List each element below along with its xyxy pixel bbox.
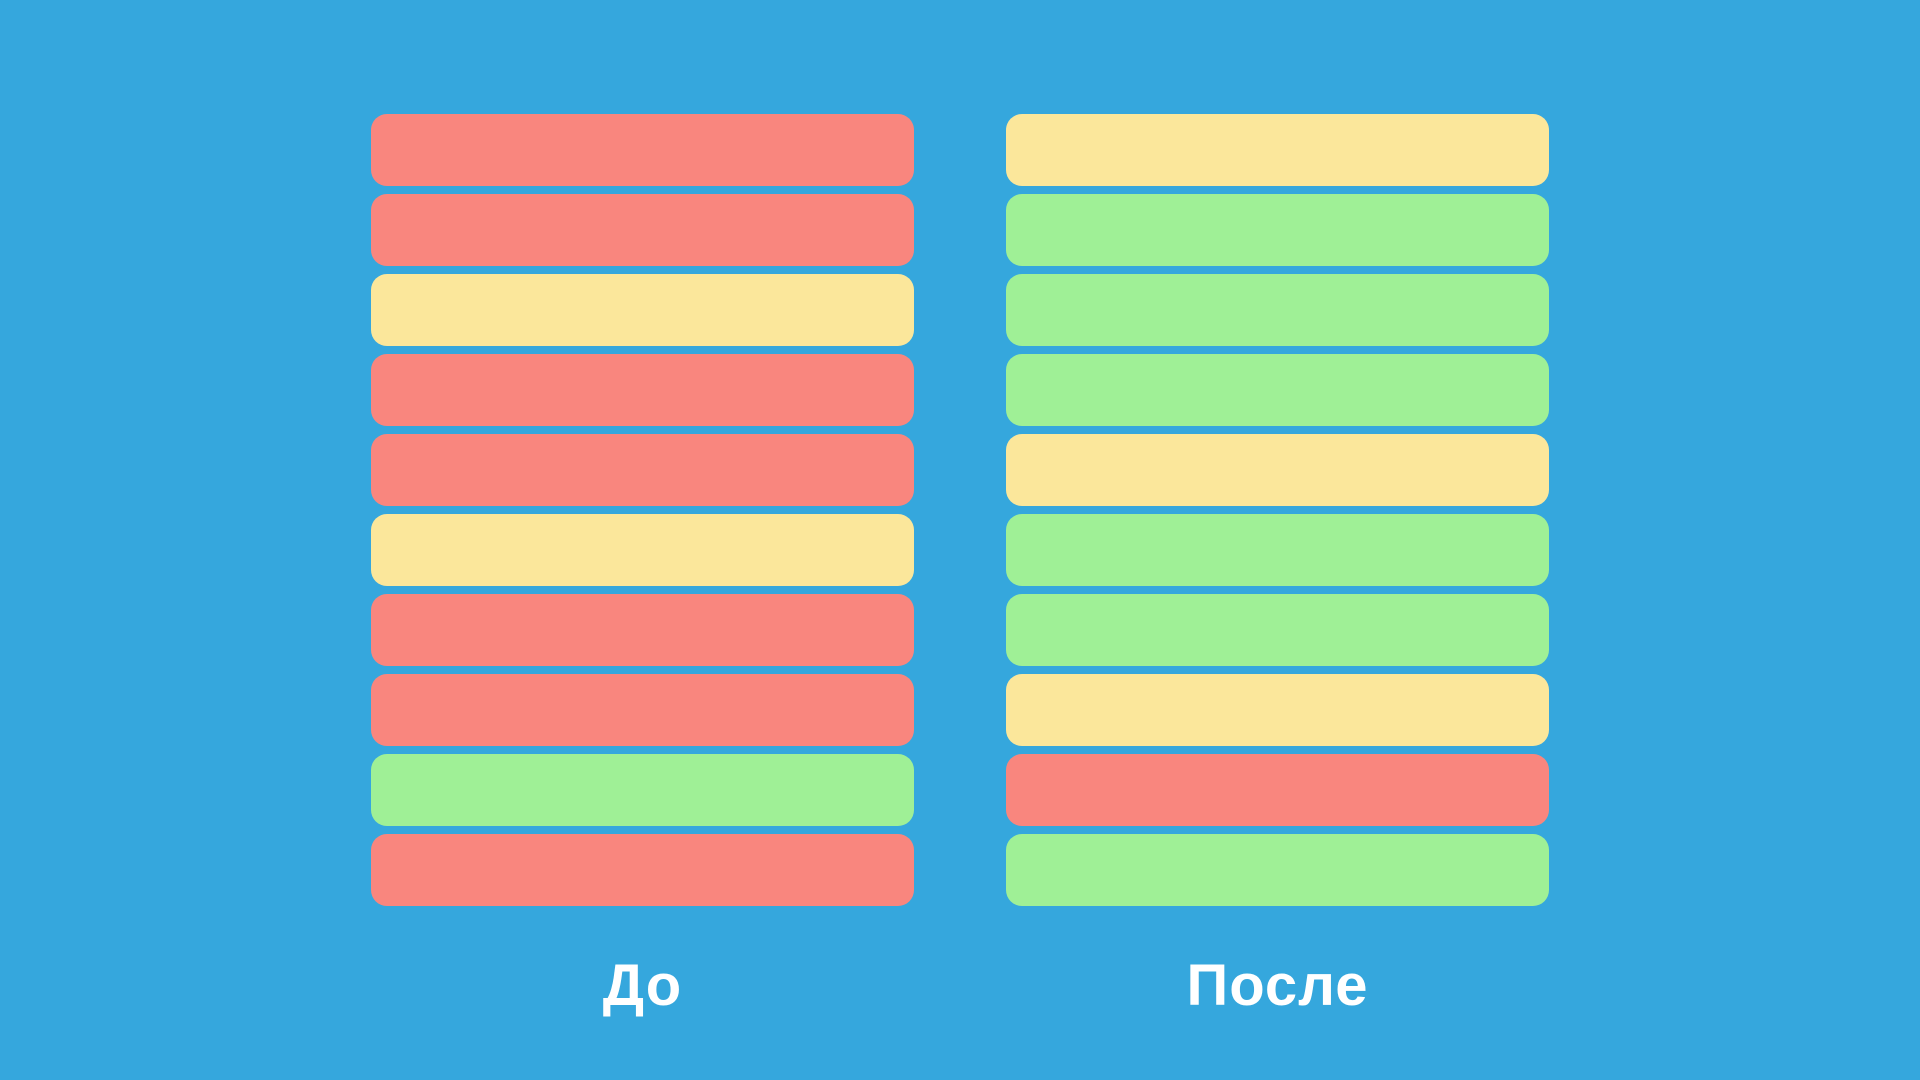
bar-green: [1006, 594, 1549, 666]
bar-yellow: [1006, 434, 1549, 506]
bar-green: [1006, 274, 1549, 346]
bar-yellow: [1006, 114, 1549, 186]
bar-green: [1006, 194, 1549, 266]
bar-green: [1006, 834, 1549, 906]
column-before: До: [371, 114, 914, 1019]
bar-red: [371, 434, 914, 506]
column-after: После: [1006, 114, 1549, 1019]
bar-red: [371, 834, 914, 906]
bar-yellow: [371, 274, 914, 346]
bar-red: [371, 354, 914, 426]
bar-green: [371, 754, 914, 826]
bar-red: [371, 114, 914, 186]
bars-after: [1006, 114, 1549, 906]
before-after-diagram: До После: [371, 114, 1549, 1019]
column-label-before: До: [602, 953, 683, 1018]
bars-before: [371, 114, 914, 906]
bar-yellow: [1006, 674, 1549, 746]
bar-green: [1006, 354, 1549, 426]
bar-red: [371, 594, 914, 666]
bar-green: [1006, 514, 1549, 586]
bar-red: [1006, 754, 1549, 826]
bar-yellow: [371, 514, 914, 586]
column-label-after: После: [1186, 953, 1369, 1018]
bar-red: [371, 674, 914, 746]
bar-red: [371, 194, 914, 266]
